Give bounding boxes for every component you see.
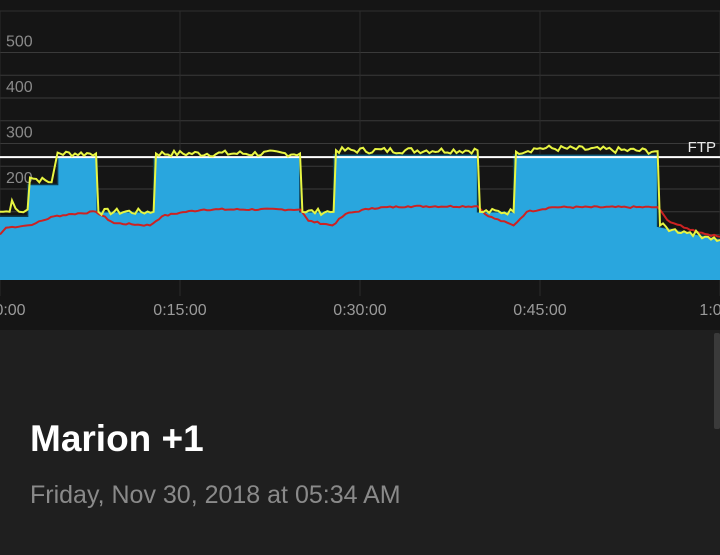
x-tick-label: 1:00 — [699, 302, 720, 319]
x-tick-label: 0:30:00 — [333, 302, 386, 319]
workout-date: Friday, Nov 30, 2018 at 05:34 AM — [30, 481, 401, 509]
target-power-area — [0, 154, 720, 280]
x-tick-label: 0:00 — [0, 302, 26, 319]
power-chart-svg: 500 400 300 200 FTP 0:00 0:15:00 0:30:00 0:45:00… — [0, 10, 720, 319]
heart-rate-line — [0, 204, 720, 238]
power-chart[interactable]: 500 400 300 200 FTP 0:00 0:15:00 0:30:00 0:45:00… — [0, 0, 720, 330]
workout-title: Marion +1 — [30, 418, 204, 459]
x-tick-label: 0:15:00 — [153, 302, 206, 319]
y-tick-label: 200 — [6, 170, 33, 187]
power-line — [0, 144, 720, 243]
x-tick-label: 0:45:00 — [513, 302, 566, 319]
y-tick-label: 300 — [6, 125, 33, 142]
scrollbar-thumb[interactable] — [714, 333, 720, 429]
ftp-label: FTP — [688, 139, 716, 156]
y-tick-label: 500 — [6, 34, 33, 51]
y-tick-label: 400 — [6, 79, 33, 96]
